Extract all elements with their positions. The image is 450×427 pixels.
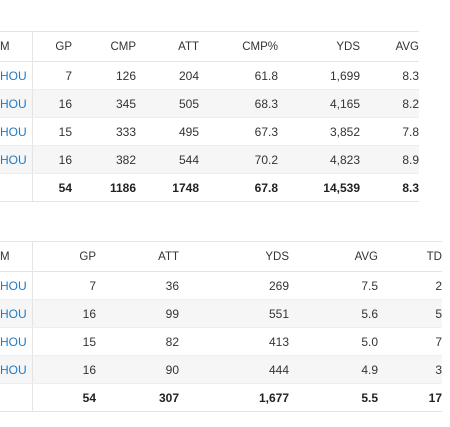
header-row: M GP ATT YDS AVG TD [0,241,442,272]
table-row: HOU 16 90 444 4.9 3 [0,355,442,384]
cell-avg: 7.8 [360,117,419,146]
cell-avg: 8.2 [360,89,419,118]
total-cmp-pct: 67.8 [199,173,278,202]
cell-td: 3 [378,355,442,384]
total-yds: 14,539 [278,173,360,202]
cell-cmp: 126 [72,61,136,90]
cell-td: 2 [378,271,442,300]
total-team [0,173,33,202]
cell-td: 5 [378,299,442,328]
cell-yds: 1,699 [278,61,360,90]
table-row: HOU 15 82 413 5.0 7 [0,327,442,356]
header-avg[interactable]: AVG [360,31,419,62]
cell-cmp: 333 [72,117,136,146]
total-td: 17 [378,383,442,412]
cell-avg: 5.6 [289,299,378,328]
total-avg: 8.3 [360,173,419,202]
cell-yds: 269 [179,271,289,300]
cell-att: 495 [136,117,199,146]
total-gp: 54 [32,173,72,202]
cell-cmp: 382 [72,145,136,174]
table-row: HOU 15 333 495 67.3 3,852 7.8 [0,117,419,146]
table-row: HOU 16 345 505 68.3 4,165 8.2 [0,89,419,118]
cell-cmp-pct: 61.8 [199,61,278,90]
total-att: 1748 [136,173,199,202]
cell-cmp-pct: 67.3 [199,117,278,146]
table-row: HOU 7 126 204 61.8 1,699 8.3 [0,61,419,90]
cell-att: 82 [96,327,179,356]
cell-td: 7 [378,327,442,356]
cell-gp: 16 [32,299,96,328]
total-yds: 1,677 [179,383,289,412]
cell-avg: 4.9 [289,355,378,384]
total-cmp: 1186 [72,173,136,202]
cell-yds: 4,823 [278,145,360,174]
cell-yds: 413 [179,327,289,356]
header-td[interactable]: TD [378,241,442,272]
cell-gp: 7 [32,271,96,300]
total-att: 307 [96,383,179,412]
cell-gp: 16 [32,355,96,384]
header-yds[interactable]: YDS [278,31,360,62]
header-team[interactable]: M [0,31,33,62]
cell-avg: 5.0 [289,327,378,356]
total-team [0,383,33,412]
totals-row: 54 307 1,677 5.5 17 [0,383,442,412]
header-team[interactable]: M [0,241,33,272]
rushing-stats-table: M GP ATT YDS AVG TD HOU 7 36 269 7.5 2 H… [0,241,442,412]
total-gp: 54 [32,383,96,412]
header-att[interactable]: ATT [136,31,199,62]
cell-att: 204 [136,61,199,90]
cell-gp: 15 [32,327,96,356]
team-link[interactable]: HOU [0,299,33,328]
cell-yds: 444 [179,355,289,384]
cell-yds: 4,165 [278,89,360,118]
team-link[interactable]: HOU [0,117,33,146]
table-row: HOU 16 99 551 5.6 5 [0,299,442,328]
table-row: HOU 7 36 269 7.5 2 [0,271,442,300]
header-cmp[interactable]: CMP [72,31,136,62]
header-cmp-pct[interactable]: CMP% [199,31,278,62]
header-gp[interactable]: GP [32,31,72,62]
cell-avg: 8.9 [360,145,419,174]
total-avg: 5.5 [289,383,378,412]
cell-att: 90 [96,355,179,384]
header-att[interactable]: ATT [96,241,179,272]
cell-avg: 7.5 [289,271,378,300]
cell-cmp-pct: 70.2 [199,145,278,174]
totals-row: 54 1186 1748 67.8 14,539 8.3 [0,173,419,202]
team-link[interactable]: HOU [0,327,33,356]
cell-gp: 16 [32,89,72,118]
cell-att: 505 [136,89,199,118]
cell-att: 544 [136,145,199,174]
cell-att: 36 [96,271,179,300]
team-link[interactable]: HOU [0,145,33,174]
cell-avg: 8.3 [360,61,419,90]
team-link[interactable]: HOU [0,271,33,300]
header-row: M GP CMP ATT CMP% YDS AVG [0,31,419,62]
header-gp[interactable]: GP [32,241,96,272]
cell-yds: 551 [179,299,289,328]
table-row: HOU 16 382 544 70.2 4,823 8.9 [0,145,419,174]
cell-yds: 3,852 [278,117,360,146]
header-avg[interactable]: AVG [289,241,378,272]
team-link[interactable]: HOU [0,61,33,90]
cell-gp: 15 [32,117,72,146]
header-yds[interactable]: YDS [179,241,289,272]
cell-cmp-pct: 68.3 [199,89,278,118]
cell-gp: 7 [32,61,72,90]
team-link[interactable]: HOU [0,89,33,118]
passing-stats-table: M GP CMP ATT CMP% YDS AVG HOU 7 126 204 … [0,31,419,202]
cell-gp: 16 [32,145,72,174]
cell-att: 99 [96,299,179,328]
team-link[interactable]: HOU [0,355,33,384]
cell-cmp: 345 [72,89,136,118]
